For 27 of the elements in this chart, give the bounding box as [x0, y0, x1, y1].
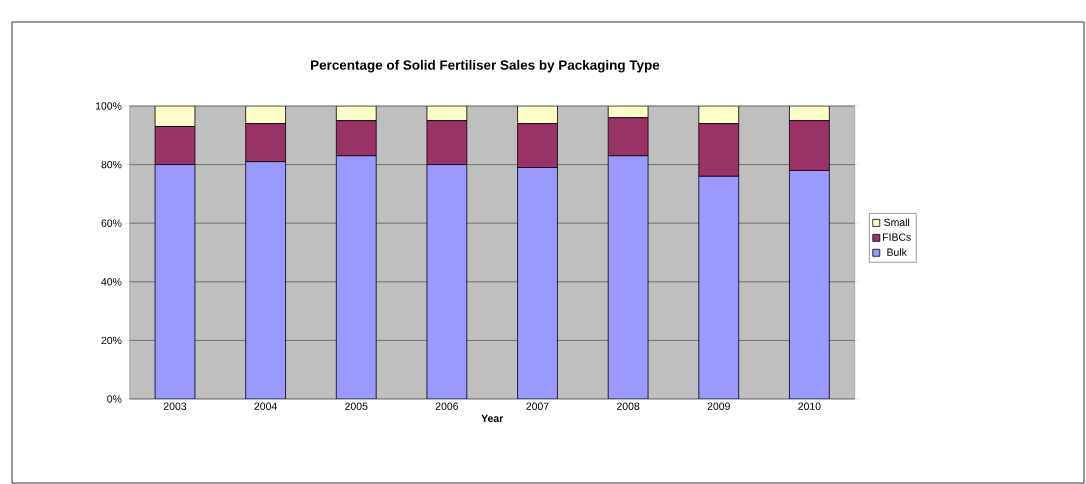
y-tick-label: 20%: [101, 336, 122, 345]
bar: [517, 167, 558, 399]
bar: [607, 155, 649, 399]
x-axis-title: Year: [481, 414, 504, 423]
x-tick-label: 2006: [435, 402, 459, 410]
y-tick-label: 80%: [101, 160, 122, 169]
bar: [698, 175, 740, 399]
x-tick-label: 2005: [345, 402, 368, 410]
x-tick-label: 2009: [707, 402, 730, 410]
y-tick-label: 100%: [95, 102, 122, 110]
bar: [335, 155, 377, 399]
legend-label: Small: [884, 218, 910, 227]
chart-title: Percentage of Solid Fertiliser Sales by Packaging Type: [311, 59, 660, 73]
y-tick-label: 40%: [101, 278, 122, 286]
x-tick-label: 2003: [163, 402, 187, 410]
y-tick-label: 60%: [101, 219, 122, 227]
x-tick-label: 2004: [254, 402, 277, 410]
legend-label: Bulk: [887, 248, 907, 256]
bar: [789, 170, 830, 399]
bar: [245, 161, 286, 399]
legend-label: FIBCs: [883, 233, 911, 241]
x-tick-label: 2008: [617, 402, 640, 410]
x-tick-label: 2010: [798, 402, 821, 410]
bar: [154, 164, 196, 399]
bar: [426, 164, 468, 399]
y-tick-label: 0%: [107, 395, 122, 403]
x-tick-label: 2007: [526, 402, 549, 410]
